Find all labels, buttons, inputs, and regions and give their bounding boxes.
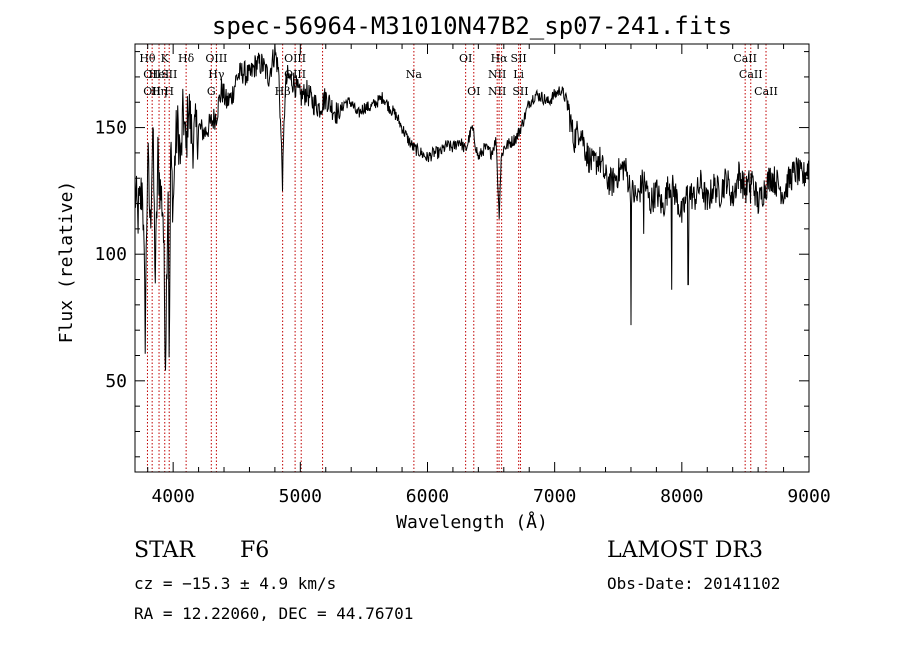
y-axis-ticks: 50 100 150 xyxy=(94,51,809,458)
x-axis-ticks: 4000 5000 6000 7000 8000 9000 xyxy=(147,44,831,507)
spectral-line-markers xyxy=(146,44,767,472)
line-marker-label: K xyxy=(161,52,170,65)
line-marker-label: SII xyxy=(161,68,177,81)
line-marker-label: H xyxy=(164,85,174,98)
y-tick-label: 50 xyxy=(105,371,127,392)
x-tick-label: 6000 xyxy=(406,486,449,507)
object-type: STAR xyxy=(134,538,195,563)
line-marker-label: HeI xyxy=(149,68,169,81)
line-marker-label: SII xyxy=(512,85,528,98)
coordinates: RA = 12.22060, DEC = 44.76701 xyxy=(134,604,414,623)
line-marker-label: Hα xyxy=(491,52,509,65)
line-marker-label: Hβ xyxy=(275,85,291,98)
plot-frame xyxy=(134,43,810,473)
line-marker-label: SII xyxy=(511,52,527,65)
line-marker-label: NII xyxy=(488,85,506,98)
x-tick-label: 9000 xyxy=(787,486,830,507)
spectrum-line xyxy=(134,44,810,371)
line-marker-label: NII xyxy=(488,68,506,81)
x-tick-label: 5000 xyxy=(279,486,322,507)
line-marker-label: OII xyxy=(143,68,161,81)
line-marker-label: CaII xyxy=(739,68,763,81)
chart-title: spec-56964-M31010N47B2_sp07-241.fits xyxy=(212,12,732,40)
y-axis-label: Flux (relative) xyxy=(56,181,77,344)
line-marker-label: OI xyxy=(459,52,472,65)
observation-date: Obs-Date: 20141102 xyxy=(607,574,781,593)
line-marker-label: Hη xyxy=(151,85,167,98)
line-marker-label: Hθ xyxy=(139,52,156,65)
y-tick-label: 150 xyxy=(94,118,127,139)
line-marker-label: OI xyxy=(467,85,480,98)
x-axis-label: Wavelength (Å) xyxy=(396,511,548,533)
survey-name: LAMOST DR3 xyxy=(607,538,763,563)
redshift-cz: cz = −15.3 ± 4.9 km/s xyxy=(134,574,337,593)
line-marker-label: Hγ xyxy=(208,68,225,81)
x-tick-label: 4000 xyxy=(151,486,194,507)
line-marker-label: Hδ xyxy=(178,52,195,65)
y-tick-label: 100 xyxy=(94,244,127,265)
x-tick-label: 8000 xyxy=(660,486,703,507)
line-marker-label: OIII xyxy=(284,52,306,65)
line-marker-label: CaII xyxy=(733,52,757,65)
x-tick-label: 7000 xyxy=(533,486,576,507)
line-marker-label: OII xyxy=(143,85,161,98)
spectral-subclass: F6 xyxy=(240,538,270,563)
line-marker-label: G xyxy=(207,85,216,98)
line-marker-label: CaII xyxy=(754,85,778,98)
line-marker-label: Li xyxy=(513,68,524,81)
line-marker-label: Na xyxy=(406,68,423,81)
line-marker-label: OIII xyxy=(205,52,227,65)
